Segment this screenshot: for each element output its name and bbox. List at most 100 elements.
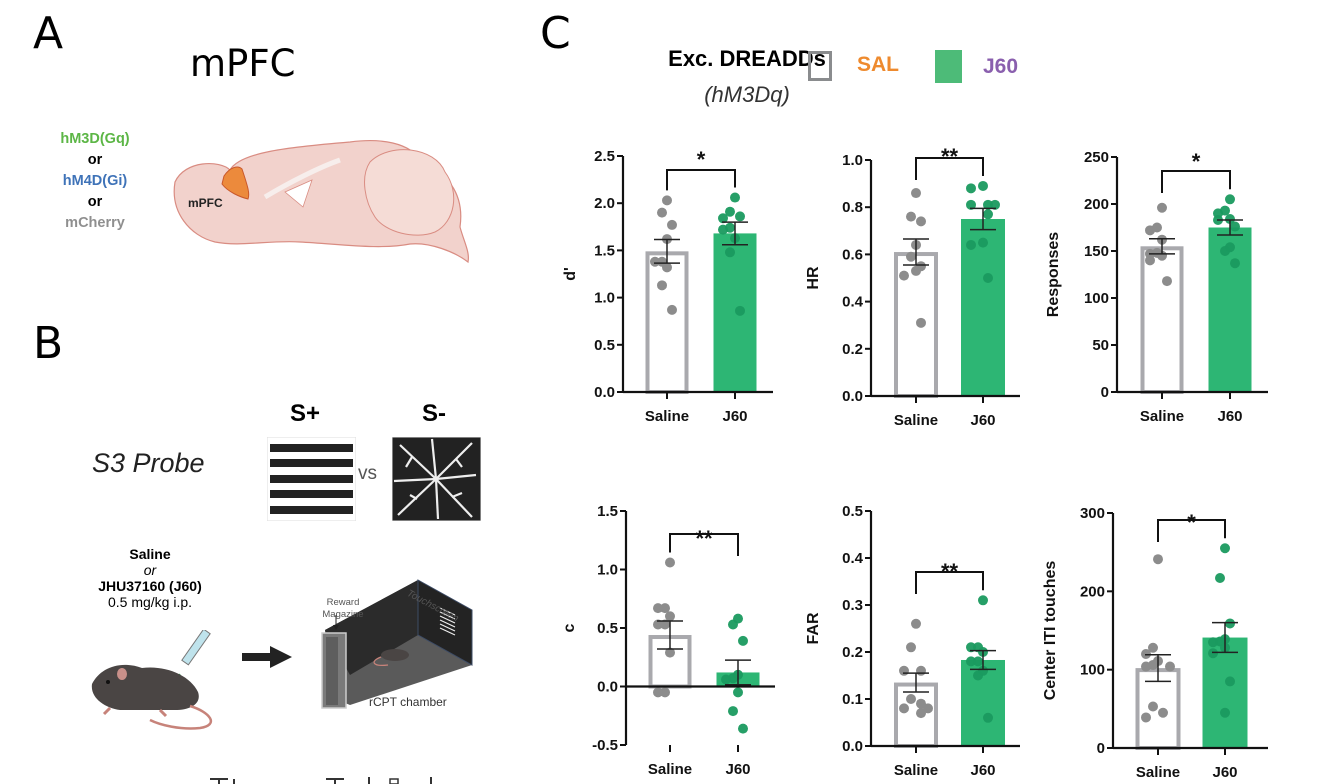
point-j60 [1208, 637, 1218, 648]
y-tick-label: 0.2 [842, 341, 863, 358]
point-saline [906, 694, 916, 704]
point-saline [665, 557, 675, 568]
y-tick-label: 0.5 [594, 337, 615, 354]
x-tick-label: Saline [894, 412, 938, 429]
y-tick-label: 0.1 [842, 691, 863, 708]
y-tick-label: 300 [1080, 505, 1105, 522]
y-axis-label: Responses [1045, 232, 1062, 317]
point-saline [1153, 554, 1163, 565]
point-saline [911, 618, 921, 629]
bar-j60 [1208, 227, 1252, 392]
virus-options: hM3D(Gq) or hM4D(Gi) or mCherry [40, 129, 150, 234]
bar-saline [1140, 246, 1184, 394]
y-tick-label: 0.4 [842, 550, 864, 567]
point-saline [1158, 707, 1168, 718]
significance-bracket [915, 571, 984, 594]
point-j60 [990, 199, 1000, 210]
treatment-saline: Saline [129, 546, 171, 562]
dreadds-title: Exc. DREADDs [668, 46, 826, 71]
x-tick-label: J60 [722, 408, 747, 425]
y-tick-label: 250 [1084, 149, 1109, 166]
point-j60 [983, 199, 993, 210]
bar-saline [1135, 668, 1181, 750]
significance-label: ** [941, 144, 959, 169]
y-tick-label: 0.0 [842, 738, 863, 755]
significance-bracket [915, 157, 984, 180]
virus-option: or [87, 194, 103, 210]
y-tick-label: 0.0 [842, 388, 863, 405]
point-j60 [1225, 214, 1235, 225]
y-tick-label: 0.0 [594, 384, 615, 401]
point-j60 [966, 239, 976, 250]
x-tick-label: Saline [1136, 764, 1180, 781]
point-j60 [1230, 221, 1240, 232]
point-j60 [1215, 573, 1225, 584]
legend-sal-label: SAL [857, 53, 899, 76]
x-tick-label: J60 [725, 761, 750, 778]
point-j60 [733, 687, 743, 698]
point-saline [653, 619, 663, 630]
point-saline [660, 619, 670, 630]
point-saline [1157, 202, 1167, 213]
point-j60 [978, 595, 988, 606]
point-saline [911, 188, 921, 199]
point-saline [657, 280, 667, 291]
point-saline [916, 216, 926, 227]
point-saline [899, 665, 909, 676]
rcpt-chamber-illustration [321, 579, 473, 709]
point-j60 [728, 619, 738, 630]
point-saline [899, 703, 909, 714]
panel-b-letter: B [33, 318, 64, 369]
virus-option: or [87, 152, 103, 168]
point-j60 [725, 206, 735, 217]
chamber-label: rCPT chamber [369, 695, 447, 709]
panel-c-letter: C [540, 8, 571, 59]
point-j60 [978, 180, 988, 191]
x-tick-label: J60 [970, 412, 995, 429]
vs-label: vs [358, 463, 377, 484]
point-saline [906, 211, 916, 222]
mouse-injection-illustration [91, 630, 213, 730]
significance-bracket [666, 169, 736, 191]
point-saline [657, 207, 667, 218]
point-saline [662, 195, 672, 206]
point-j60 [735, 305, 745, 316]
treatment-j60: JHU37160 (J60) [98, 578, 202, 594]
mouse-tail [149, 704, 213, 730]
point-j60 [973, 670, 983, 681]
y-tick-label: 0 [1097, 740, 1105, 757]
y-tick-label: 0 [1101, 384, 1109, 401]
x-tick-label: Saline [648, 761, 692, 778]
y-tick-label: 1.0 [594, 290, 615, 307]
arrow-right-icon [242, 646, 292, 668]
y-tick-label: 0.3 [842, 597, 863, 614]
point-j60 [978, 237, 988, 248]
point-saline [665, 611, 675, 622]
point-j60 [735, 211, 745, 222]
point-j60 [1225, 618, 1235, 629]
probe-label: S3 Probe [92, 448, 205, 478]
point-saline [1145, 255, 1155, 266]
bar-j60 [713, 233, 757, 392]
virus-option: mCherry [65, 215, 125, 231]
significance-label: * [1192, 149, 1201, 174]
y-tick-label: 0.6 [842, 246, 863, 263]
significance-bracket [1157, 519, 1226, 542]
virus-option: hM4D(Gi) [62, 173, 128, 189]
point-saline [923, 703, 933, 714]
point-j60 [738, 635, 748, 646]
point-saline [1162, 276, 1172, 287]
y-tick-label: 0.8 [842, 199, 863, 216]
point-j60 [983, 273, 993, 283]
point-j60 [1225, 194, 1235, 205]
point-j60 [725, 247, 735, 258]
point-saline [660, 603, 670, 614]
virus-option: hM3D(Gq) [60, 131, 130, 147]
point-saline [906, 642, 916, 653]
cropped-caption-fragment [210, 777, 432, 784]
point-saline [1141, 649, 1151, 659]
point-saline [906, 251, 916, 262]
significance-label: ** [695, 526, 713, 551]
y-tick-label: 0.2 [842, 644, 863, 661]
